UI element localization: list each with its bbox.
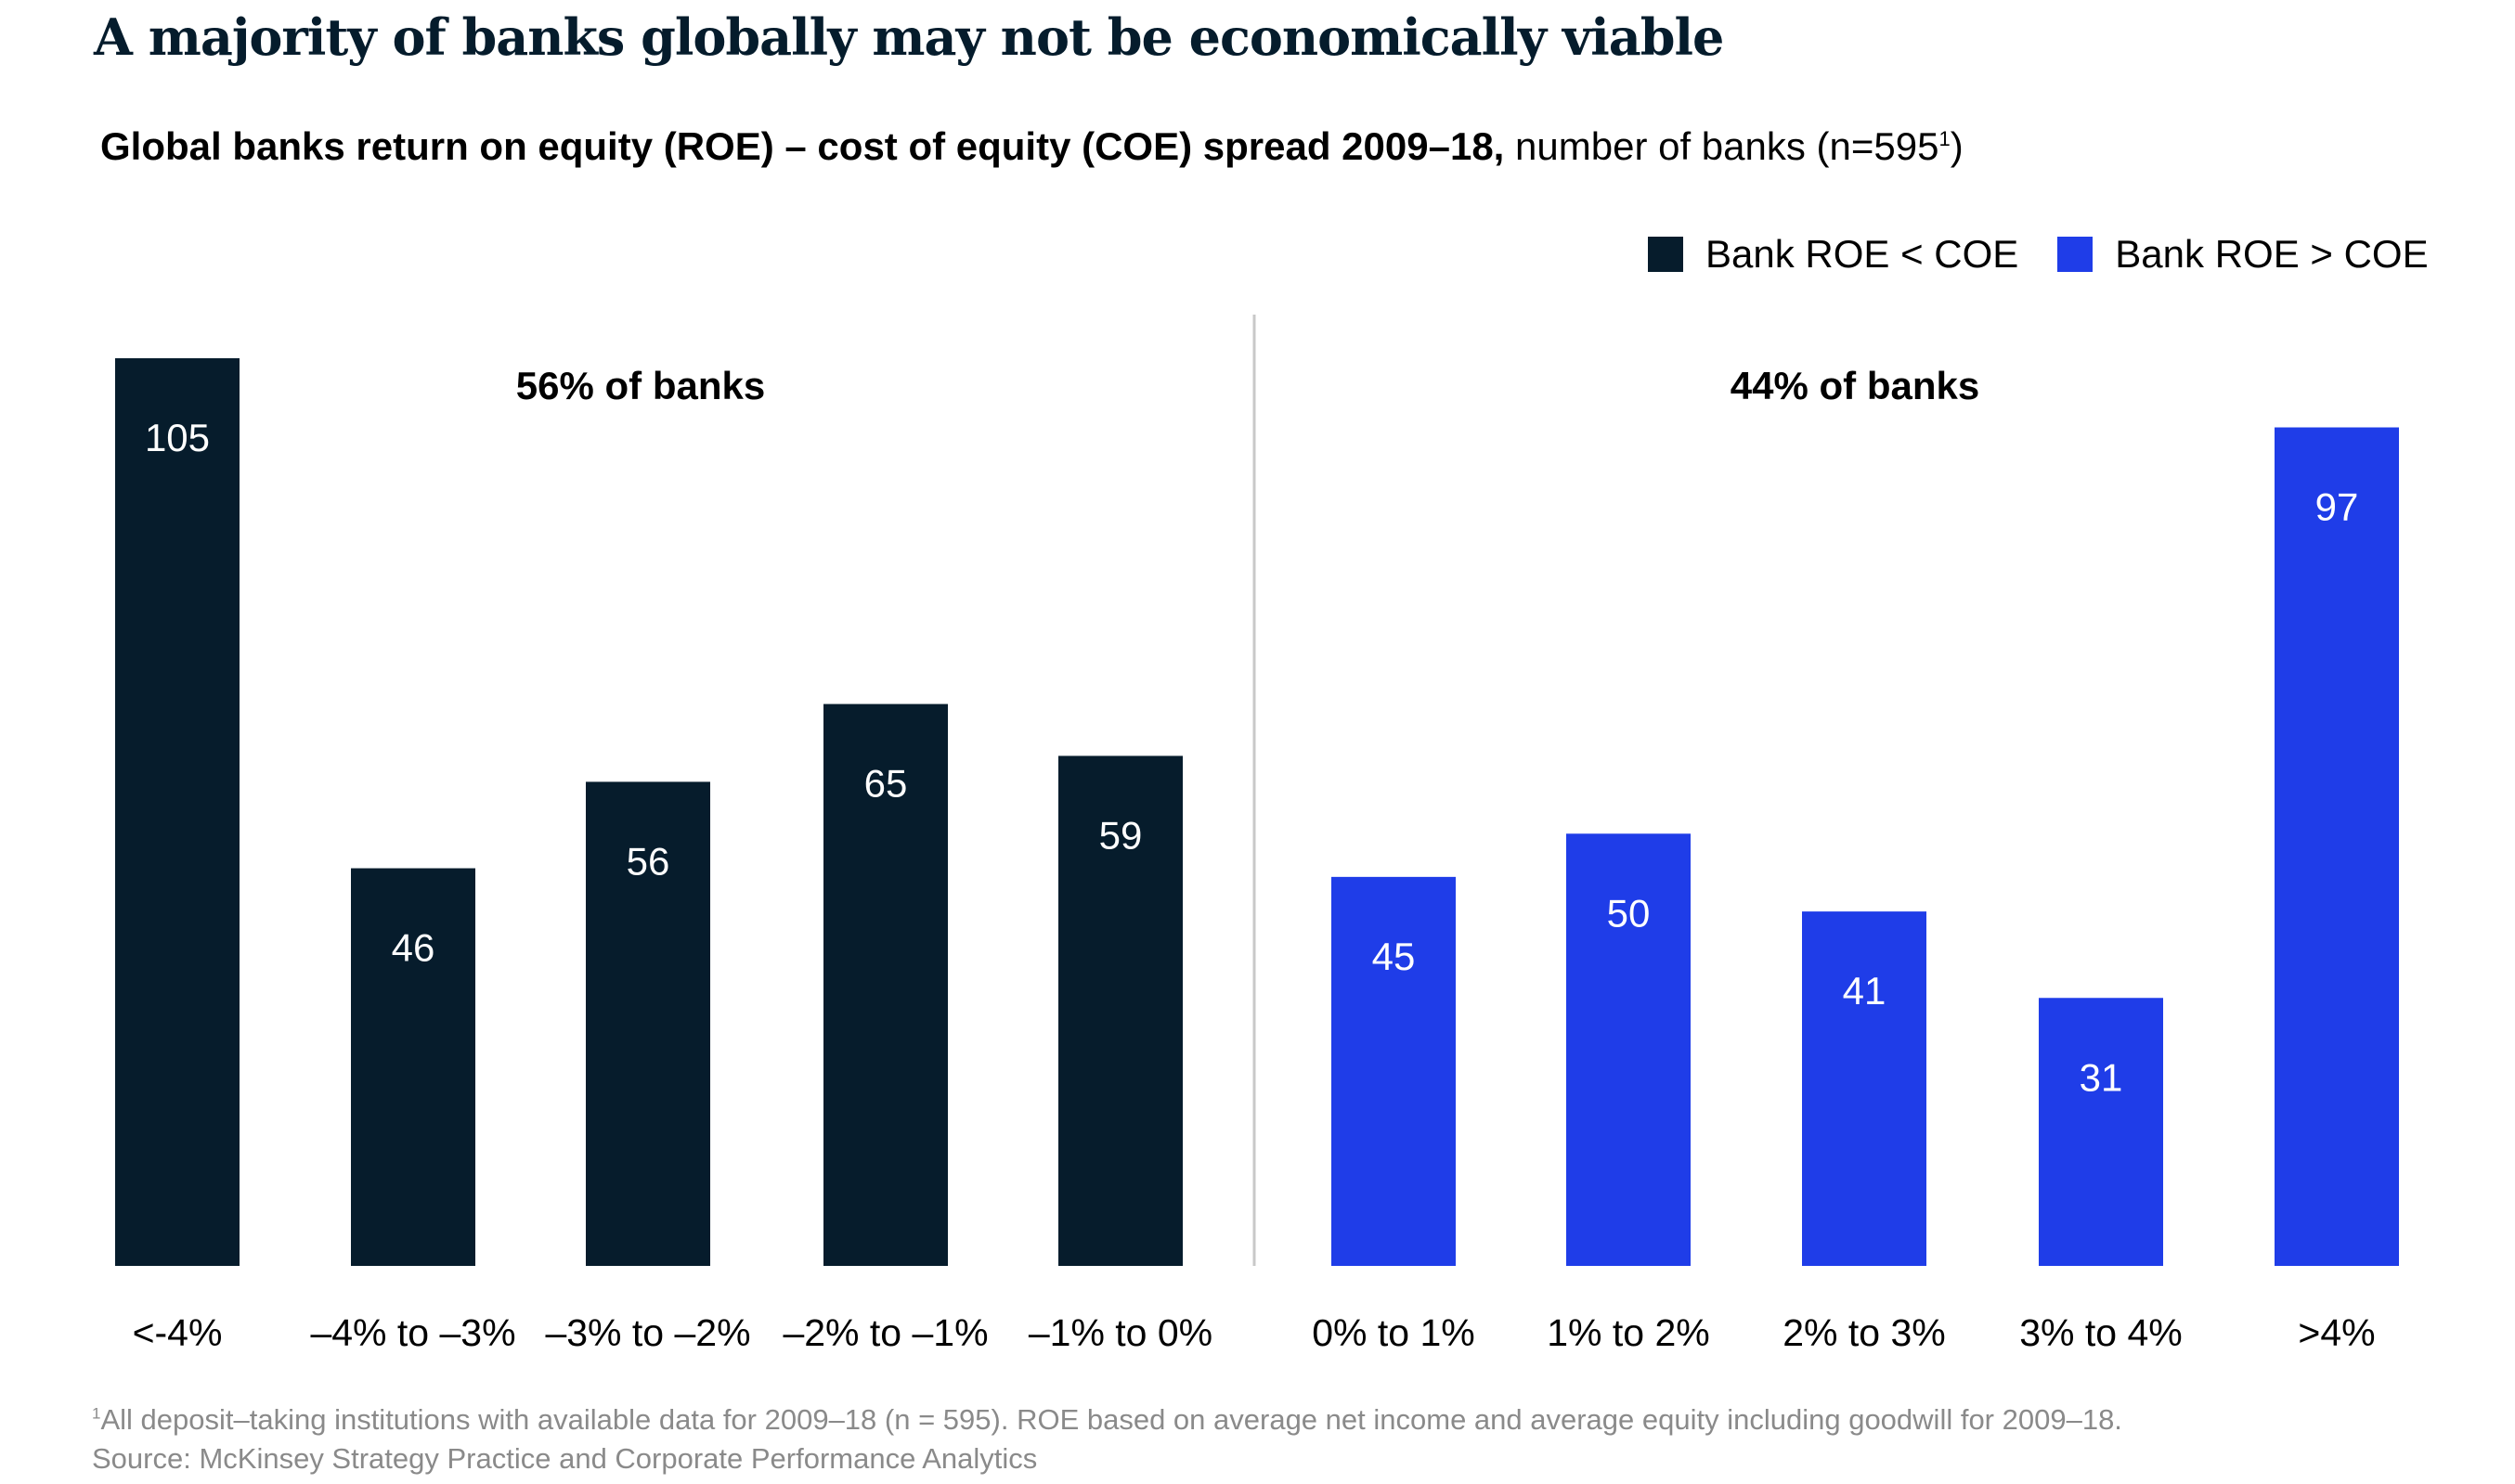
bar-value-label: 45: [1372, 935, 1416, 978]
footnote-sup: 1: [92, 1404, 101, 1423]
bar-value-label: 46: [392, 926, 435, 970]
category-label: 3% to 4%: [2019, 1311, 2183, 1354]
legend-label: Bank ROE < COE: [1705, 232, 2019, 276]
group-annotation: 56% of banks: [516, 364, 765, 407]
legend-swatch-below: [1648, 237, 1683, 272]
category-label: <-4%: [133, 1311, 223, 1354]
bar: [1331, 876, 1456, 1266]
category-label: –2% to –1%: [783, 1311, 988, 1354]
bar: [115, 358, 240, 1266]
legend-item-below: Bank ROE < COE: [1648, 232, 2018, 277]
page-title: A majority of banks globally may not be …: [94, 7, 1724, 67]
legend-item-above: Bank ROE > COE: [2057, 232, 2429, 277]
legend-label: Bank ROE > COE: [2115, 232, 2429, 276]
category-label: 1% to 2%: [1547, 1311, 1710, 1354]
bar-value-label: 105: [145, 416, 210, 459]
bar-value-label: 41: [1843, 969, 1886, 1013]
source-note: Source: McKinsey Strategy Practice and C…: [92, 1442, 1038, 1475]
bar-value-label: 31: [2080, 1055, 2123, 1099]
bar: [2039, 998, 2163, 1266]
category-label: –4% to –3%: [310, 1311, 515, 1354]
category-label: –1% to 0%: [1029, 1311, 1212, 1354]
bar-value-label: 59: [1099, 813, 1143, 857]
footnote: 1All deposit–taking institutions with av…: [92, 1403, 2122, 1437]
bar-value-label: 50: [1607, 891, 1651, 935]
subtitle-sup: 1: [1938, 127, 1951, 150]
chart-subtitle: Global banks return on equity (ROE) – co…: [100, 124, 1964, 169]
bar-value-label: 97: [2315, 485, 2359, 529]
bar: [1058, 755, 1183, 1266]
bar: [1802, 911, 1926, 1266]
bar: [2275, 427, 2399, 1266]
bar: [586, 781, 710, 1266]
group-annotation: 44% of banks: [1731, 364, 1979, 407]
footnote-text: All deposit–taking institutions with ava…: [100, 1403, 2122, 1436]
legend: Bank ROE < COE Bank ROE > COE: [1648, 232, 2468, 277]
bar-value-label: 56: [627, 839, 670, 883]
subtitle-bold: Global banks return on equity (ROE) – co…: [100, 124, 1505, 168]
bar-value-label: 65: [864, 762, 908, 806]
legend-swatch-above: [2057, 237, 2094, 272]
bar: [823, 703, 948, 1266]
subtitle-close: ): [1950, 124, 1964, 168]
bar: [1566, 833, 1691, 1266]
category-label: 2% to 3%: [1783, 1311, 1946, 1354]
category-label: –3% to –2%: [545, 1311, 750, 1354]
subtitle-normal: number of banks (n=595: [1515, 124, 1939, 168]
category-label: 0% to 1%: [1312, 1311, 1475, 1354]
category-label: >4%: [2298, 1311, 2375, 1354]
bar: [351, 868, 475, 1266]
